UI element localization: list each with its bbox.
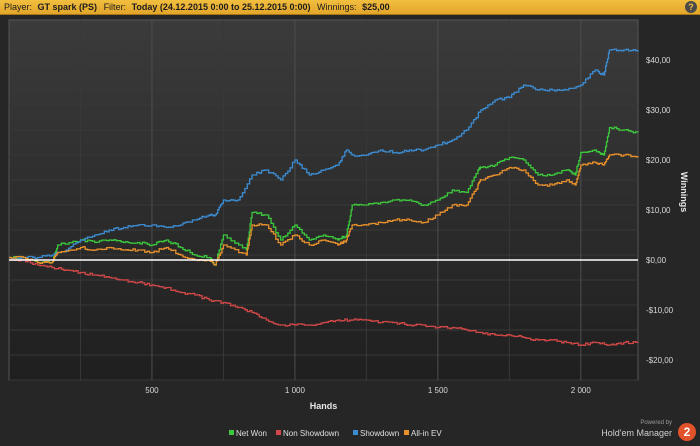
x-tick-label: 1 000 (285, 386, 306, 395)
y-tick-label: $30,00 (646, 106, 671, 115)
series-group (9, 48, 639, 346)
y-tick-label: $40,00 (646, 56, 671, 65)
winnings-graph: 500 1 000 1 500 2 000 $40,00 $30,00 $20,00 $10… (0, 15, 700, 446)
x-tick-label: 1 500 (428, 386, 449, 395)
brand-powered-by: Powered by (640, 420, 672, 426)
y-axis: $40,00 $30,00 $20,00 $10,00 $0,00 -$10,00 -$20… (646, 56, 674, 365)
legend-swatch (229, 430, 234, 435)
y-tick-label: -$20,00 (646, 356, 674, 365)
series-line (9, 126, 639, 266)
y-tick-label: $20,00 (646, 156, 671, 165)
brand-name: Hold'em Manager (601, 428, 672, 438)
player-label: Player: (4, 2, 33, 12)
legend-swatch (404, 430, 409, 435)
legend-label[interactable]: All-in EV (411, 429, 442, 438)
filter-bar: Player: GT spark (PS) Filter: Today (24.… (0, 0, 700, 15)
y-tick-label: $10,00 (646, 206, 671, 215)
legend-label[interactable]: Showdown (360, 429, 399, 438)
x-tick-label: 2 000 (571, 386, 592, 395)
legend-swatch (353, 430, 358, 435)
x-tick-label: 500 (145, 386, 159, 395)
winnings-value: $25,00 (362, 2, 390, 12)
series-line (9, 258, 639, 346)
filter-value[interactable]: Today (24.12.2015 0:00 to 25.12.2015 0:0… (131, 2, 311, 12)
y-tick-label: $0,00 (646, 256, 667, 265)
filter-label: Filter: (103, 2, 127, 12)
winnings-label: Winnings: (317, 2, 357, 12)
x-axis: 500 1 000 1 500 2 000 (145, 386, 591, 395)
legend-label[interactable]: Non Showdown (283, 429, 339, 438)
player-value[interactable]: GT spark (PS) (37, 2, 98, 12)
series-line (9, 153, 639, 266)
legend: Net Won Non Showdown Showdown All-in EV (229, 429, 442, 438)
series-line (9, 48, 639, 260)
brand-logo-icon: 2 (678, 423, 696, 441)
y-tick-label: -$10,00 (646, 306, 674, 315)
brand: Powered by Hold'em Manager 2 (598, 420, 698, 444)
legend-swatch (276, 430, 281, 435)
x-axis-label: Hands (310, 401, 338, 411)
plot-area (8, 19, 639, 381)
legend-label[interactable]: Net Won (236, 429, 267, 438)
help-icon[interactable]: ? (685, 1, 697, 13)
y-axis-label: Winnings (679, 172, 689, 212)
